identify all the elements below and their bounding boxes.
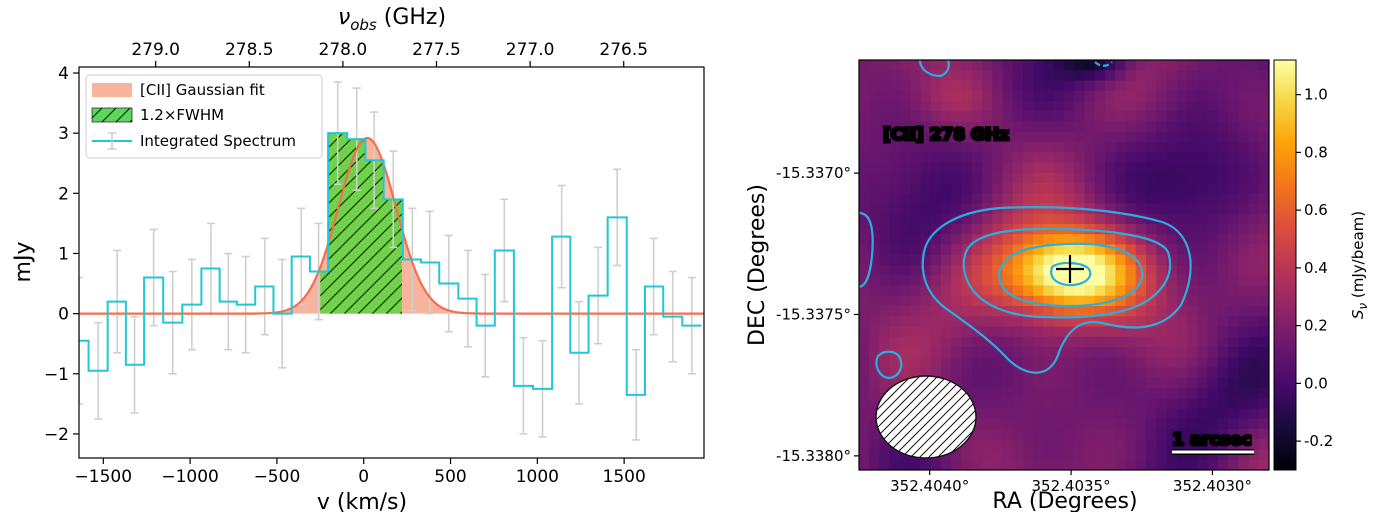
colorbar-label: Sν (mJy/beam) <box>1349 211 1370 319</box>
map-panel: [CII] 278 GHz 1 arcsec 352.4040° 352.4035… <box>745 59 1370 512</box>
top-tick-label: 277.0 <box>506 40 555 60</box>
colorbar-tick-label: -0.2 <box>1304 432 1333 450</box>
scale-bar-label: 1 arcsec <box>1172 430 1251 450</box>
fwhm-hatch <box>320 133 402 314</box>
colorbar-tick-label: 0.6 <box>1304 201 1328 219</box>
error-bar <box>79 276 83 405</box>
map-y-ticks: -15.3370° -15.3375° -15.3380° <box>776 164 859 465</box>
colorbar-tick-label: 0.4 <box>1304 259 1328 277</box>
x-tick-label: −1000 <box>161 467 219 487</box>
map-x-label: RA (Degrees) <box>992 489 1137 512</box>
y-tick-label: 1 <box>58 244 69 264</box>
legend-label-spectrum: Integrated Spectrum <box>140 132 296 150</box>
y-tick-label: 4 <box>58 64 69 84</box>
legend-label-gaussian: [CII] Gaussian fit <box>140 81 265 99</box>
top-tick-label: 278.5 <box>225 40 274 60</box>
x-tick-label: −1500 <box>75 467 133 487</box>
map-y-tick-label: -15.3380° <box>776 447 851 465</box>
colorbar-tick-label: 0.8 <box>1304 143 1328 161</box>
contour-top <box>1094 61 1113 67</box>
legend-swatch-spectrum <box>92 132 132 150</box>
y-tick-label: 2 <box>58 184 69 204</box>
contour-small-left <box>875 350 903 380</box>
contour-mid <box>962 227 1172 319</box>
map-y-tick-label: -15.3370° <box>776 164 851 182</box>
spectrum-x-ticks: −1500 −1000 −500 0 500 1000 1500 <box>75 458 646 487</box>
y-tick-label: 3 <box>58 124 69 144</box>
source-position-marker <box>1056 255 1084 283</box>
x-tick-label: 0 <box>358 467 369 487</box>
colorbar-gradient <box>1273 59 1297 471</box>
integrated-spectrum-line <box>79 132 702 396</box>
x-tick-label: 1000 <box>516 467 559 487</box>
map-x-tick-label: 352.4040° <box>890 477 969 495</box>
spectrum-y-ticks: −2 −1 0 1 2 3 4 <box>44 64 79 445</box>
contour-inner <box>998 242 1144 308</box>
map-x-tick-label: 352.4035° <box>1032 477 1111 495</box>
y-tick-label: 0 <box>58 305 69 325</box>
colorbar-tick-label: 0.0 <box>1304 374 1328 392</box>
top-tick-label: 279.0 <box>131 40 180 60</box>
scale-bar: 1 arcsec <box>1171 429 1254 455</box>
contour-outer <box>921 206 1192 374</box>
colorbar-tick-label: 1.0 <box>1304 86 1328 104</box>
legend-label-fwhm: 1.2×FWHM <box>140 106 224 124</box>
spectrum-top-ticks: 279.0 278.5 278.0 277.5 277.0 276.5 <box>131 40 648 67</box>
y-tick-label: −2 <box>44 425 69 445</box>
spectrum-top-label: νobs (GHz) <box>338 5 446 34</box>
contours <box>859 60 1192 380</box>
spectrum-legend: [CII] Gaussian fit 1.2×FWHM Integrated S… <box>85 74 323 159</box>
spectrum-x-label: v (km/s) <box>317 490 407 512</box>
contour-left-edge <box>859 211 874 289</box>
map-y-label: DEC (Degrees) <box>745 184 770 346</box>
legend-swatch-gaussian <box>92 83 132 97</box>
map-x-ticks: 352.4040° 352.4035° 352.4030° <box>890 470 1252 495</box>
map-annotation: [CII] 278 GHz <box>883 125 1009 145</box>
x-tick-label: 1500 <box>603 467 646 487</box>
colorbar: 1.0 0.8 0.6 0.4 0.2 0.0 -0.2 Sν (mJy/beam) <box>1273 59 1370 471</box>
contour-top-left <box>918 60 950 78</box>
y-tick-label: −1 <box>44 365 69 385</box>
x-tick-label: −500 <box>254 467 301 487</box>
top-tick-label: 278.0 <box>319 40 368 60</box>
top-tick-label: 277.5 <box>412 40 461 60</box>
beam-ellipse <box>875 375 977 459</box>
spectrum-axes-frame <box>78 66 705 459</box>
spectrum-y-label: mJy <box>11 242 36 283</box>
top-tick-label: 276.5 <box>599 40 648 60</box>
spectrum-panel: −1500 −1000 −500 0 500 1000 1500 −2 −1 0 1 2 3 4 279… <box>11 5 705 512</box>
x-tick-label: 500 <box>434 467 466 487</box>
colorbar-tick-label: 0.2 <box>1304 317 1328 335</box>
colorbar-ticks: 1.0 0.8 0.6 0.4 0.2 0.0 -0.2 <box>1296 86 1333 450</box>
map-axes-frame <box>858 59 1270 471</box>
map-x-tick-label: 352.4030° <box>1173 477 1252 495</box>
map-y-tick-label: -15.3375° <box>776 305 851 323</box>
